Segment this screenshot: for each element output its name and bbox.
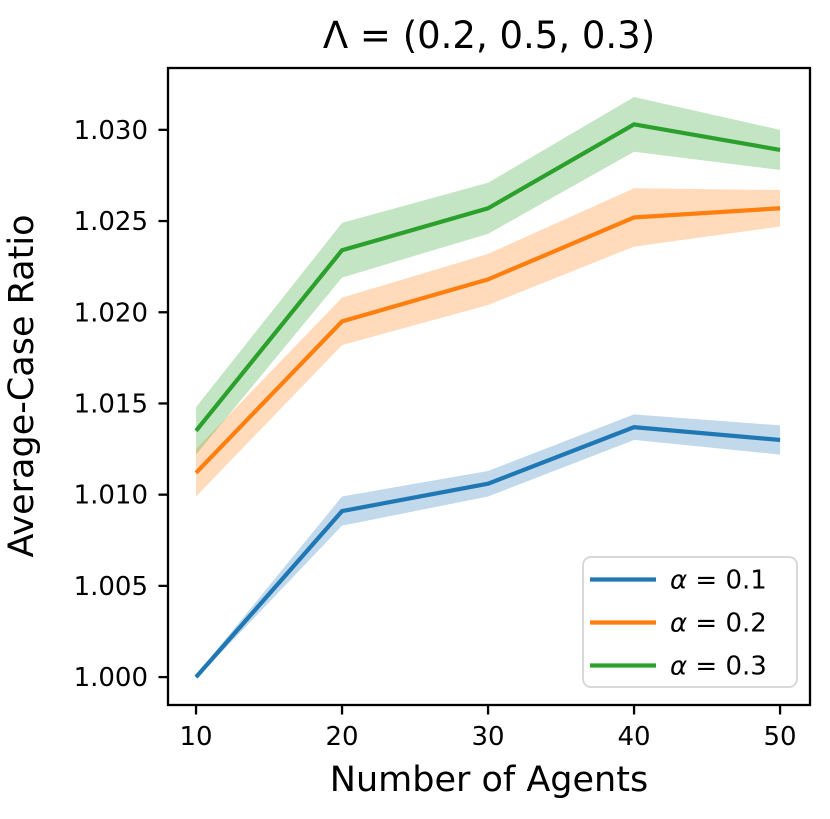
legend-symbol: α bbox=[670, 652, 687, 682]
legend-symbol: α bbox=[670, 609, 687, 639]
legend-label: α = 0.3 bbox=[670, 652, 767, 682]
series-lines bbox=[194, 122, 781, 679]
x-tick-label: 20 bbox=[325, 722, 358, 752]
x-tick-label: 50 bbox=[764, 722, 797, 752]
confidence-band bbox=[196, 97, 781, 455]
y-tick-label: 1.010 bbox=[74, 481, 148, 511]
legend-label: α = 0.1 bbox=[670, 566, 767, 596]
y-axis-label: Average-Case Ratio bbox=[2, 215, 42, 558]
legend: α = 0.1α = 0.2α = 0.3 bbox=[582, 556, 798, 688]
legend-label: α = 0.2 bbox=[670, 609, 767, 639]
legend-symbol: α bbox=[670, 566, 687, 596]
y-tick-label: 1.020 bbox=[74, 298, 148, 328]
legend-text: = 0.1 bbox=[687, 566, 767, 596]
y-tick-label: 1.005 bbox=[74, 572, 148, 602]
y-tick-label: 1.000 bbox=[74, 663, 148, 693]
legend-box bbox=[582, 556, 798, 688]
x-tick-label: 10 bbox=[179, 722, 212, 752]
series-line bbox=[194, 425, 781, 679]
y-tick-label: 1.015 bbox=[74, 389, 148, 419]
axis-ticks: 1.000 1.005 1.010 1.015 1.020 1.025 1.030 10 20 3… bbox=[74, 116, 797, 752]
confidence-band bbox=[196, 188, 781, 497]
x-tick-label: 40 bbox=[618, 722, 651, 752]
legend-text: = 0.3 bbox=[687, 652, 767, 682]
y-tick-label: 1.025 bbox=[74, 207, 148, 237]
series-line bbox=[194, 122, 781, 433]
x-tick-label: 30 bbox=[472, 722, 505, 752]
series-line bbox=[194, 206, 781, 475]
y-tick-label: 1.030 bbox=[74, 116, 148, 146]
chart-title: Λ = (0.2, 0.5, 0.3) bbox=[323, 14, 655, 57]
legend-text: = 0.2 bbox=[687, 609, 767, 639]
x-axis-label: Number of Agents bbox=[330, 760, 648, 800]
